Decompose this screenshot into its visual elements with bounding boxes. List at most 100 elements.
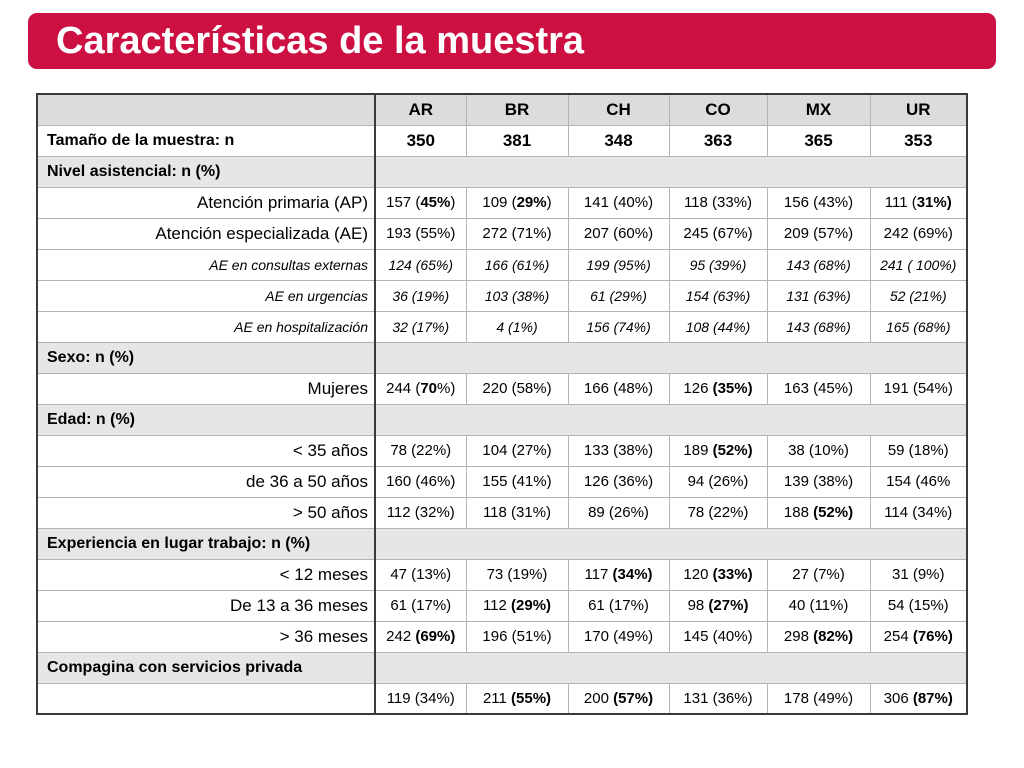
cell-ur: 191 (54%) xyxy=(869,372,968,405)
value-text: 61 (29%) xyxy=(590,287,647,304)
value-text: %) xyxy=(437,380,456,397)
section-fill xyxy=(374,527,968,560)
cell-ur: 111 (31%) xyxy=(869,186,968,219)
cell-br: 103 (38%) xyxy=(465,279,569,312)
value-text: 245 (67%) xyxy=(683,225,753,242)
section-label: Sexo: n (%) xyxy=(36,341,376,374)
value-text: 54 (15%) xyxy=(887,597,949,614)
value-text: 353 xyxy=(904,130,933,150)
value-text: 298 xyxy=(783,628,814,645)
cell-co: 363 xyxy=(668,124,768,157)
section-label: Edad: n (%) xyxy=(36,403,376,436)
value-text: 209 (57%) xyxy=(783,225,854,242)
bold-value: 31%) xyxy=(916,194,952,211)
section-label: Experiencia en lugar trabajo: n (%) xyxy=(36,527,376,560)
table-row: Tamaño de la muestra: n 350 381 348 363 365 35… xyxy=(36,124,968,157)
value-text: 119 (34%) xyxy=(386,689,455,707)
column-header-co: CO xyxy=(668,93,768,126)
cell-mx: 27 (7%) xyxy=(766,558,871,591)
value-text: 154 (63%) xyxy=(685,287,751,304)
cell-co: 245 (67%) xyxy=(668,217,768,250)
cell-ch: 348 xyxy=(567,124,670,157)
value-text: 32 (17%) xyxy=(392,318,450,335)
cell-mx: 131 (63%) xyxy=(766,279,871,312)
row-label: < 12 meses xyxy=(36,558,376,591)
row-label: Atención especializada (AE) xyxy=(36,217,376,250)
row-label: Tamaño de la muestra: n xyxy=(36,124,376,157)
header-corner xyxy=(36,93,376,126)
cell-ar: 350 xyxy=(374,124,467,157)
cell-ar: 32 (17%) xyxy=(374,310,467,343)
table-row: > 36 meses 242 (69%) 196 (51%) 170 (49%) 145… xyxy=(36,620,968,653)
bold-value: (52%) xyxy=(712,442,753,459)
cell-br: 211 (55%) xyxy=(465,682,569,715)
value-text: 112 (32%) xyxy=(386,504,455,521)
cell-ch: 207 (60%) xyxy=(567,217,670,250)
cell-mx: 188 (52%) xyxy=(766,496,871,529)
cell-mx: 298 (82%) xyxy=(766,620,871,653)
table-row: Atención primaria (AP) 157 (45%) 109 (29%)… xyxy=(36,186,968,219)
cell-ar: 242 (69%) xyxy=(374,620,467,653)
cell-ch: 133 (38%) xyxy=(567,434,670,467)
value-text: 118 (31%) xyxy=(482,504,552,521)
value-text: 242 (69%) xyxy=(883,225,953,242)
value-text: 254 xyxy=(883,628,913,645)
value-text: 141 (40%) xyxy=(583,194,654,211)
cell-ur: 154 (46% xyxy=(869,465,968,498)
section-fill xyxy=(374,341,968,374)
value-text: 160 (46%) xyxy=(386,473,456,490)
cell-ch: 61 (17%) xyxy=(567,589,670,622)
cell-ch: 117 (34%) xyxy=(567,558,670,591)
value-text: 200 xyxy=(583,689,614,707)
cell-co: 94 (26%) xyxy=(668,465,768,498)
value-text: 104 (27%) xyxy=(482,442,552,459)
cell-co: 98 (27%) xyxy=(668,589,768,622)
row-label: AE en hospitalización xyxy=(36,310,376,343)
bold-value: (55%) xyxy=(511,689,552,707)
value-text: 178 (49%) xyxy=(783,689,854,707)
cell-co: 118 (33%) xyxy=(668,186,768,219)
value-text: 143 (68%) xyxy=(786,256,851,273)
value-text: 124 (65%) xyxy=(388,256,454,273)
cell-ur: 241 ( 100%) xyxy=(869,248,968,281)
value-text: 38 (10%) xyxy=(788,442,849,459)
table-row: > 50 años 112 (32%) 118 (31%) 89 (26%) 78 (2… xyxy=(36,496,968,529)
cell-ur: 353 xyxy=(869,124,968,157)
value-text: ) xyxy=(546,194,552,211)
value-text: 241 ( 100%) xyxy=(880,256,957,273)
bold-value: 29% xyxy=(516,194,547,211)
value-text: ) xyxy=(450,194,456,211)
section-label: Nivel asistencial: n (%) xyxy=(36,155,376,188)
cell-mx: 40 (11%) xyxy=(766,589,871,622)
value-text: 143 (68%) xyxy=(786,318,851,335)
cell-mx: 163 (45%) xyxy=(766,372,871,405)
value-text: 117 xyxy=(584,566,613,583)
value-text: 4 (1%) xyxy=(496,318,538,335)
section-row: Edad: n (%) xyxy=(36,403,968,436)
cell-ur: 114 (34%) xyxy=(869,496,968,529)
cell-co: 189 (52%) xyxy=(668,434,768,467)
cell-ar: 160 (46%) xyxy=(374,465,467,498)
cell-br: 118 (31%) xyxy=(465,496,569,529)
row-label: De 13 a 36 meses xyxy=(36,589,376,622)
row-label: AE en urgencias xyxy=(36,279,376,312)
value-text: 166 (61%) xyxy=(484,256,550,273)
value-text: 381 xyxy=(502,130,532,150)
cell-ur: 165 (68%) xyxy=(869,310,968,343)
table-row: Atención especializada (AE) 193 (55%) 272 … xyxy=(36,217,968,250)
value-text: 156 (74%) xyxy=(586,318,651,335)
cell-ar: 78 (22%) xyxy=(374,434,467,467)
value-text: 95 (39%) xyxy=(689,256,747,273)
section-row: Experiencia en lugar trabajo: n (%) xyxy=(36,527,968,560)
section-fill xyxy=(374,155,968,188)
cell-mx: 143 (68%) xyxy=(766,248,871,281)
value-text: 166 (48%) xyxy=(583,380,654,397)
row-label xyxy=(36,682,376,715)
value-text: 27 (7%) xyxy=(792,566,845,583)
section-row: Compagina con servicios privada xyxy=(36,651,968,684)
sample-characteristics-table: AR BR CH CO MX UR Tamaño de la muestra: n 350 38… xyxy=(36,93,968,715)
row-label: Mujeres xyxy=(36,372,376,405)
cell-mx: 143 (68%) xyxy=(766,310,871,343)
value-text: 155 (41%) xyxy=(482,473,552,490)
value-text: 244 ( xyxy=(386,380,421,397)
